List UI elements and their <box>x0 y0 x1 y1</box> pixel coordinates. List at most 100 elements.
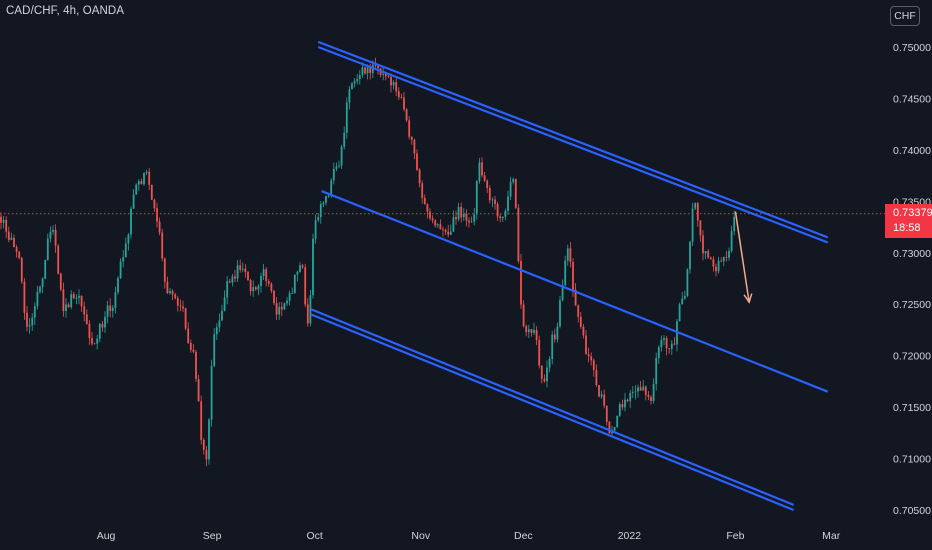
candle <box>257 284 260 296</box>
candle <box>41 277 44 294</box>
candle-body <box>163 258 166 282</box>
candle-body <box>605 405 608 422</box>
candle <box>59 272 62 292</box>
candle <box>478 157 481 184</box>
candle-body <box>348 89 351 103</box>
candle <box>494 195 496 210</box>
candle <box>179 299 182 312</box>
candle <box>132 189 135 209</box>
candle-body <box>41 278 44 287</box>
candle-body <box>351 83 353 90</box>
candle <box>686 268 689 298</box>
candle <box>65 298 67 318</box>
candle-body <box>169 290 171 294</box>
candle-body <box>150 184 153 200</box>
candle <box>616 415 619 429</box>
candle <box>418 168 421 188</box>
candle <box>236 260 239 282</box>
candle <box>317 212 320 223</box>
candle <box>23 278 26 320</box>
candle-body <box>540 365 543 379</box>
candle <box>314 214 317 244</box>
candle <box>273 289 275 306</box>
candle-body <box>486 180 489 189</box>
candle-body <box>343 132 346 147</box>
candle <box>39 285 41 294</box>
candle <box>702 230 704 261</box>
candle-body <box>358 75 361 80</box>
x-tick-label[interactable]: Oct <box>307 530 323 542</box>
candle-body <box>423 197 426 205</box>
candle-body <box>148 171 151 185</box>
symbol-title[interactable]: CAD/CHF, 4h, OANDA <box>6 5 125 17</box>
x-tick-label[interactable]: Dec <box>514 530 533 542</box>
candle-body <box>660 339 663 348</box>
y-tick-label[interactable]: 0.71000 <box>893 454 931 466</box>
y-tick-label[interactable]: 0.71500 <box>893 402 931 414</box>
candle-body <box>507 196 509 211</box>
candle <box>28 318 31 334</box>
candle-body <box>631 392 634 394</box>
candle-body <box>122 257 125 262</box>
candle-body <box>403 97 405 110</box>
candle <box>455 210 457 225</box>
y-tick-label[interactable]: 0.74500 <box>893 93 931 105</box>
candle <box>491 197 494 208</box>
candle-body <box>717 260 720 272</box>
candle <box>221 304 223 322</box>
candle <box>10 232 13 241</box>
candle <box>733 210 736 236</box>
candle-body <box>673 343 676 345</box>
candle-body <box>543 378 546 382</box>
candle <box>286 297 288 307</box>
candle-body <box>283 303 286 310</box>
candle-body <box>319 204 322 218</box>
candle-body <box>473 214 476 222</box>
x-tick-label[interactable]: Mar <box>822 530 841 542</box>
x-axis[interactable]: Aug Sep Oct Nov Dec 2022 Feb Mar <box>97 530 841 542</box>
x-tick-label[interactable]: 2022 <box>618 530 642 542</box>
candle <box>546 360 548 388</box>
candle-body <box>260 275 262 287</box>
y-tick-label[interactable]: 0.74000 <box>893 145 931 157</box>
y-tick-label[interactable]: 0.72000 <box>893 351 931 363</box>
candle-body <box>356 79 359 82</box>
candle <box>260 272 262 293</box>
candle <box>543 374 546 383</box>
candle-body <box>109 305 112 311</box>
x-tick-label[interactable]: Nov <box>411 530 430 542</box>
candle-body <box>436 224 439 226</box>
candle-body <box>637 387 639 392</box>
candle-body <box>501 216 504 219</box>
candle-body <box>301 265 304 268</box>
candle-body <box>244 268 247 272</box>
arrow-head <box>743 293 753 304</box>
x-tick-label[interactable]: Aug <box>97 530 116 542</box>
y-tick-label[interactable]: 0.73000 <box>893 248 931 260</box>
candle-body <box>330 180 333 196</box>
x-tick-label[interactable]: Feb <box>726 530 744 542</box>
candle <box>309 289 312 327</box>
candle-body <box>465 213 468 221</box>
candle <box>517 204 520 264</box>
candle <box>426 203 429 219</box>
candle <box>171 289 174 301</box>
candle <box>62 282 65 317</box>
candle <box>392 79 395 90</box>
forecast-arrow <box>734 211 753 304</box>
y-tick-label[interactable]: 0.72500 <box>893 299 931 311</box>
candle-body <box>572 261 574 290</box>
x-tick-label[interactable]: Sep <box>203 530 222 542</box>
bar-countdown: 18:58 <box>893 222 921 234</box>
y-tick-label[interactable]: 0.75000 <box>893 42 931 54</box>
candle-body <box>254 287 257 290</box>
candle-body <box>28 325 31 327</box>
currency-badge[interactable]: CHF <box>890 6 920 26</box>
candle <box>176 295 179 312</box>
candle <box>704 250 707 260</box>
candle <box>130 206 132 239</box>
y-axis[interactable]: 0.750000.745000.740000.735000.730000.725… <box>893 42 931 517</box>
y-tick-label[interactable]: 0.70500 <box>893 505 931 517</box>
candle <box>85 309 88 325</box>
